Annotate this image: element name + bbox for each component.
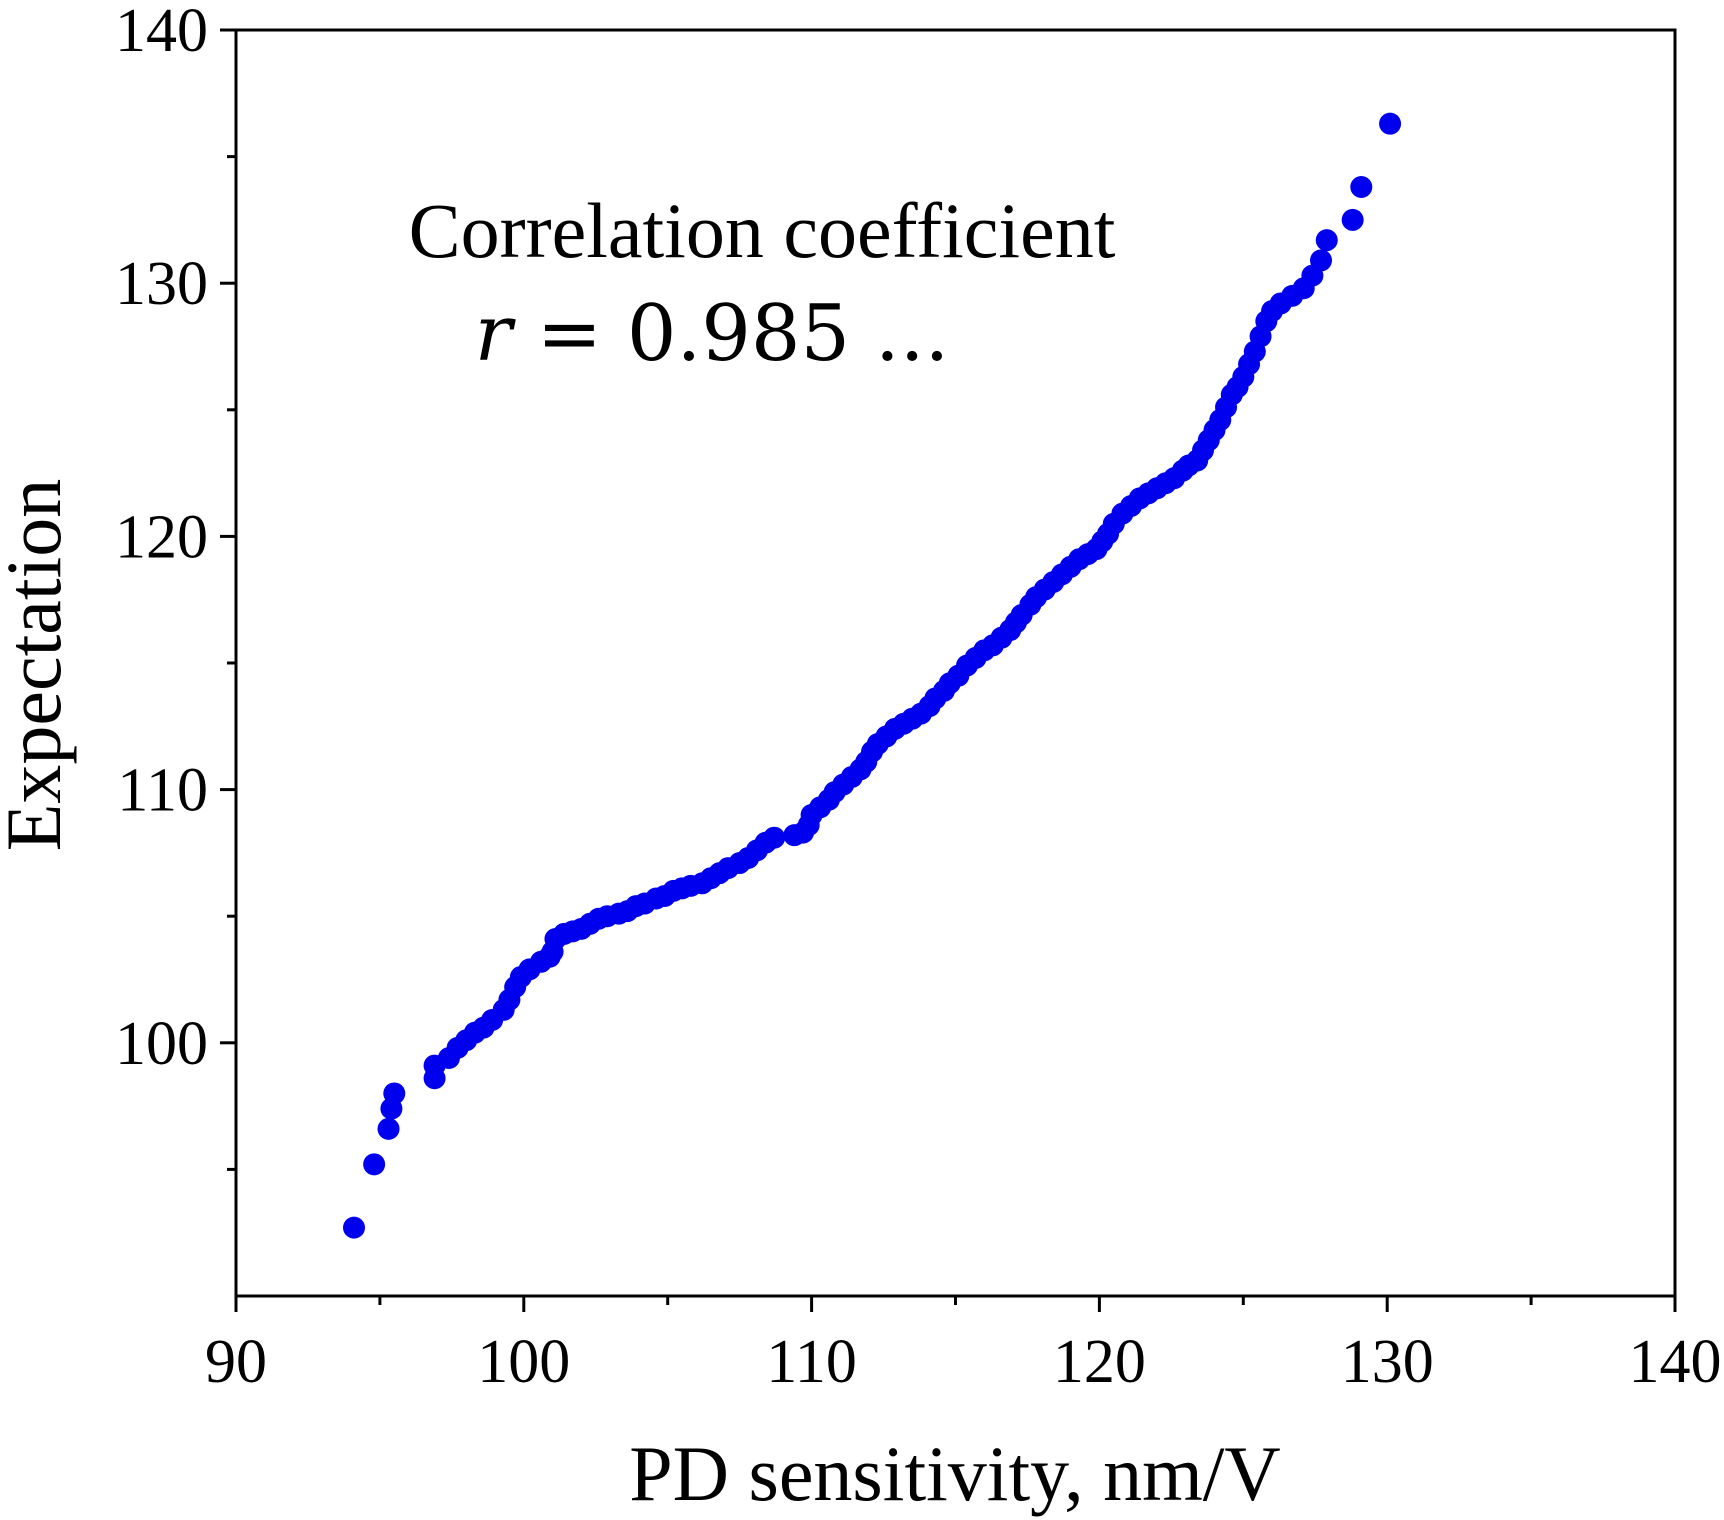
data-point bbox=[342, 1216, 365, 1239]
x-tick-label: 110 bbox=[766, 1328, 857, 1396]
data-point bbox=[1341, 208, 1364, 231]
x-tick-label: 120 bbox=[1053, 1328, 1146, 1396]
y-tick-label: 130 bbox=[115, 250, 208, 318]
data-point bbox=[383, 1082, 406, 1105]
correlation-title: Correlation coefficient bbox=[409, 187, 1116, 274]
x-axis-title: PD sensitivity, nm/V bbox=[629, 1430, 1281, 1517]
data-point bbox=[1310, 249, 1333, 272]
x-tick-label: 140 bbox=[1629, 1328, 1722, 1396]
data-point bbox=[377, 1117, 400, 1140]
data-point bbox=[1350, 175, 1373, 198]
y-axis-ticks: 100 110 120 130 140 bbox=[115, 0, 236, 1171]
correlation-value: r = 0.985 ... bbox=[475, 289, 950, 379]
data-point bbox=[1379, 112, 1402, 135]
x-tick-label: 100 bbox=[477, 1328, 570, 1396]
r-symbol: r bbox=[475, 289, 517, 379]
r-value: = 0.985 ... bbox=[512, 289, 949, 379]
data-point bbox=[763, 826, 786, 849]
data-point bbox=[1315, 229, 1338, 252]
y-tick-label: 140 bbox=[115, 0, 208, 65]
y-axis-title: Expectation bbox=[0, 479, 77, 852]
x-axis-ticks: 90 100 110 120 130 140 bbox=[205, 1296, 1722, 1396]
x-tick-label: 90 bbox=[205, 1328, 267, 1396]
x-tick-label: 130 bbox=[1341, 1328, 1434, 1396]
data-point bbox=[363, 1153, 386, 1176]
y-tick-label: 120 bbox=[115, 503, 208, 571]
data-points bbox=[342, 112, 1402, 1239]
y-tick-label: 100 bbox=[115, 1010, 208, 1078]
y-tick-label: 110 bbox=[117, 757, 208, 825]
